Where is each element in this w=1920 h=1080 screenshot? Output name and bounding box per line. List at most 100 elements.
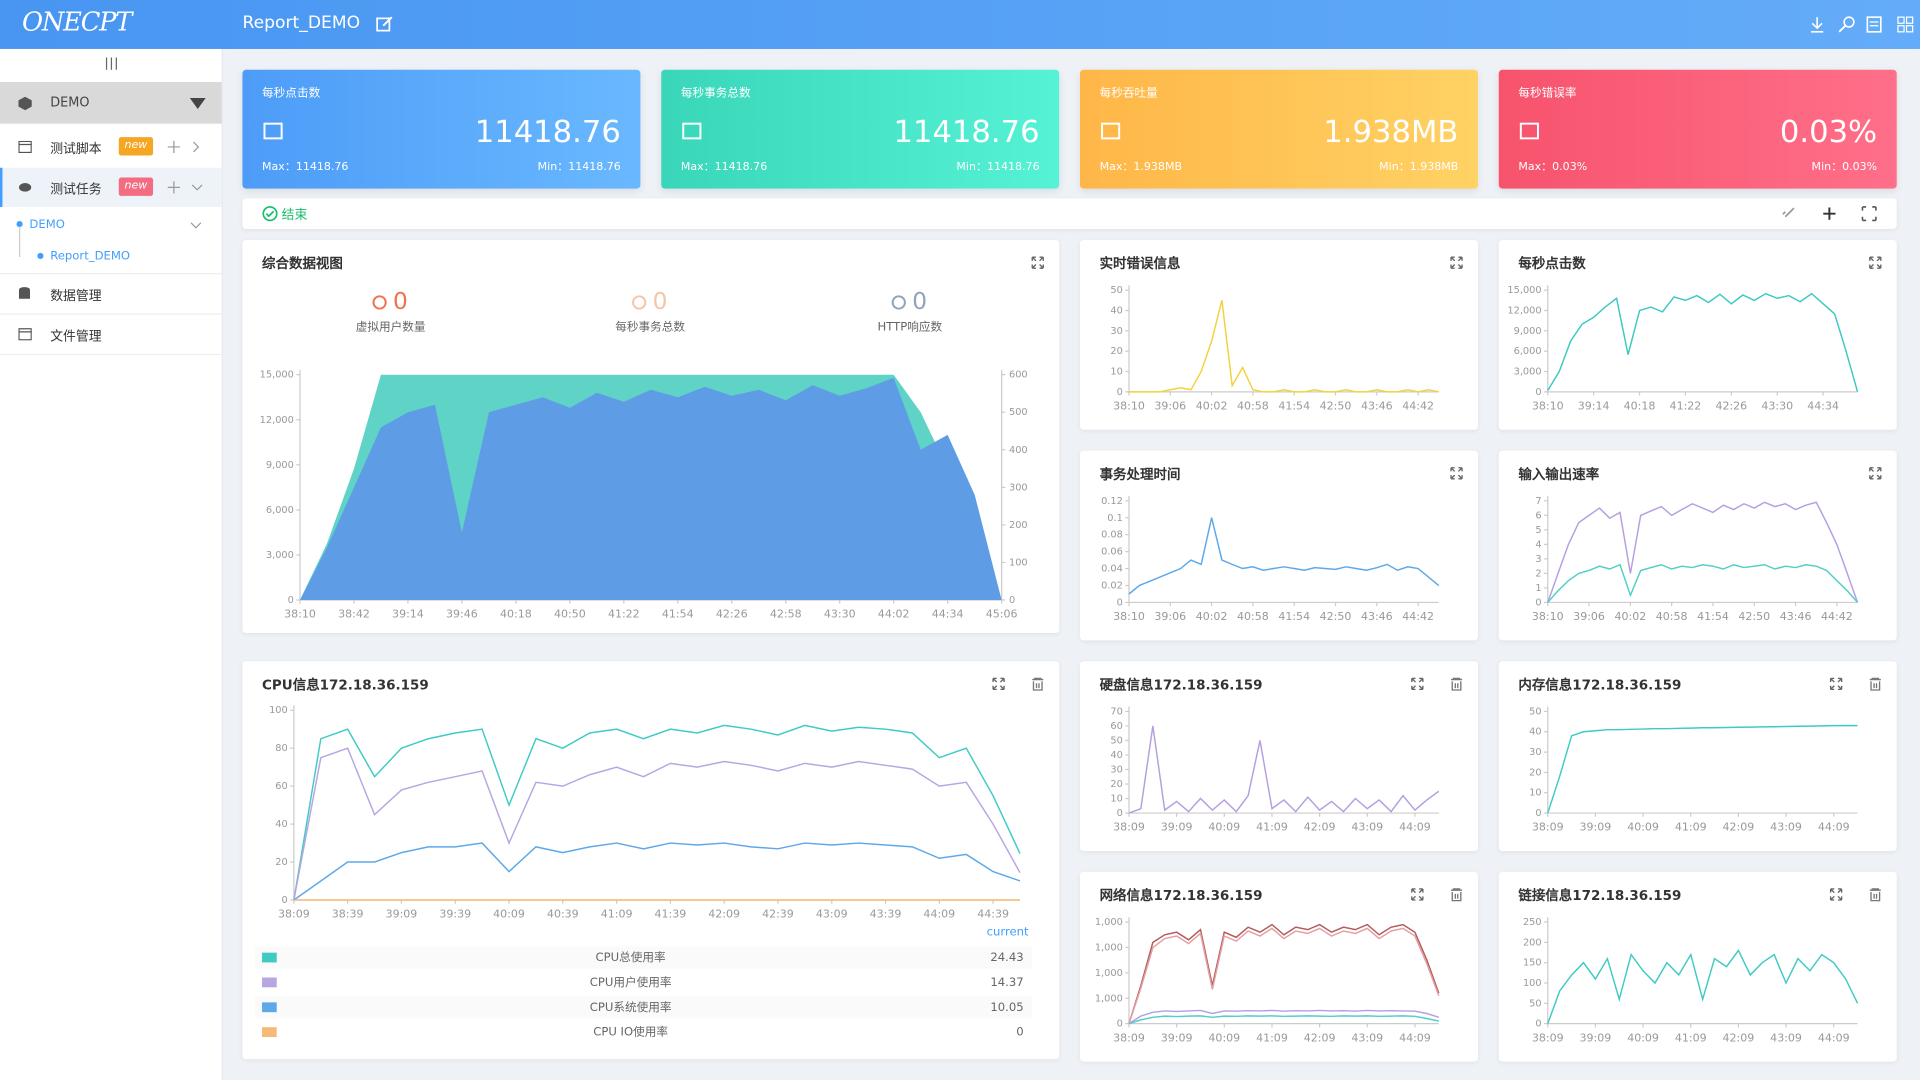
icon bbox=[18, 183, 32, 192]
menu-item-active[interactable]: 测试任务 new bbox=[0, 167, 222, 207]
x-tick-label: 40:09 bbox=[1208, 1031, 1240, 1044]
header-tools[interactable] bbox=[1809, 15, 1914, 35]
menu-item[interactable]: 数据管理 bbox=[0, 273, 222, 313]
y-tick-label: 0.1 bbox=[1107, 513, 1123, 524]
y-tick-label: 0 bbox=[288, 595, 294, 606]
panel-tools[interactable] bbox=[1450, 256, 1511, 271]
card-icon bbox=[682, 122, 702, 140]
stat-label: HTTP响应数 bbox=[877, 319, 942, 333]
card-icon bbox=[1519, 122, 1539, 140]
x-tick-label: 42:50 bbox=[1738, 610, 1770, 623]
menu-label: 测试脚本 bbox=[50, 142, 102, 157]
chart-title: 实时错误信息 bbox=[1099, 255, 1181, 272]
expand-icon bbox=[1869, 467, 1882, 480]
card-max: Max：11418.76 bbox=[680, 161, 768, 174]
x-tick-label: 41:54 bbox=[662, 608, 694, 621]
chart-panel: 0 20 40 60 80 100 38:09 38:39 39:09 39:39 40:09 40:… bbox=[242, 661, 1060, 1060]
x-tick-label: 39:09 bbox=[1580, 821, 1612, 834]
panel-tools[interactable] bbox=[1869, 256, 1920, 271]
collapse-icon[interactable] bbox=[104, 56, 119, 71]
stat-card: 每秒错误率 0.03% Max：0.03% Min：0.03% bbox=[1498, 69, 1897, 189]
x-tick-label: 45:06 bbox=[986, 608, 1018, 621]
expand-icon bbox=[1829, 888, 1843, 901]
line bbox=[1547, 292, 1859, 393]
y-tick-label: 1,000 bbox=[1095, 942, 1123, 953]
x-tick-label: 44:39 bbox=[977, 908, 1009, 921]
y-tick-label: 0 bbox=[1535, 387, 1541, 398]
legend-name: CPU总使用率 bbox=[596, 950, 667, 964]
stat-icon bbox=[632, 295, 647, 310]
panel-tools[interactable] bbox=[1869, 467, 1920, 482]
legend-value: 0 bbox=[1016, 1025, 1023, 1039]
dropdown-caret[interactable] bbox=[189, 97, 206, 109]
y-tick-label: 40 bbox=[1110, 306, 1122, 317]
x-tick-label: 42:26 bbox=[1715, 400, 1747, 413]
menu-item[interactable]: 测试脚本 new bbox=[0, 127, 222, 166]
y-tick-label: 150 bbox=[1523, 958, 1542, 969]
x-tick-label: 41:39 bbox=[655, 908, 687, 921]
x-tick-label: 40:09 bbox=[1208, 821, 1240, 834]
stat-value: 0 bbox=[653, 288, 668, 315]
menu-item[interactable]: 文件管理 bbox=[0, 313, 222, 356]
item-tools[interactable] bbox=[167, 180, 209, 195]
x-tick-label: 43:46 bbox=[1361, 610, 1393, 623]
y-tick-label: 20 bbox=[1529, 767, 1541, 778]
panel-tools[interactable] bbox=[1450, 467, 1511, 482]
chart-panel: 0 3,000 6,000 9,000 12,000 15,000 38:10 39:14 40… bbox=[1498, 240, 1897, 430]
item-tools[interactable] bbox=[167, 140, 206, 155]
status-bar: 结束 bbox=[242, 198, 1897, 229]
x-tick-label: 41:09 bbox=[601, 908, 633, 921]
card-min: Min：11418.76 bbox=[956, 161, 1040, 174]
x-tick-label: 39:09 bbox=[1580, 1031, 1612, 1044]
legend-swatch bbox=[262, 977, 277, 988]
expand-caret[interactable] bbox=[190, 220, 202, 230]
menu-label: 测试任务 bbox=[50, 182, 102, 198]
x-tick-label: 38:10 bbox=[1532, 610, 1564, 623]
edit-icon[interactable] bbox=[376, 16, 393, 33]
x-tick-label: 40:09 bbox=[1627, 1031, 1659, 1044]
panel-tools[interactable] bbox=[1411, 888, 1472, 903]
chart: 0 1,000 1,000 1,000 1,000 38:09 39:09 40:09 41:0… bbox=[1095, 917, 1440, 1044]
panel-tools[interactable] bbox=[1031, 256, 1092, 271]
y-tick-label: 12,000 bbox=[1507, 306, 1541, 317]
y-tick-label: 1 bbox=[1535, 583, 1541, 594]
y-tick-label: 1,000 bbox=[1095, 968, 1123, 979]
card-max: Max：11418.76 bbox=[262, 161, 349, 174]
x-tick-label: 39:06 bbox=[1154, 610, 1186, 623]
x-tick-label: 42:09 bbox=[1723, 1031, 1755, 1044]
y2-tick-label: 300 bbox=[1009, 482, 1028, 493]
y-tick-label: 20 bbox=[1110, 346, 1122, 357]
y-tick-label: 80 bbox=[275, 743, 287, 754]
stat-label: 每秒事务总数 bbox=[615, 319, 685, 333]
x-tick-label: 39:09 bbox=[1161, 821, 1193, 834]
x-tick-label: 43:09 bbox=[1351, 1031, 1383, 1044]
x-tick-label: 41:09 bbox=[1256, 1031, 1288, 1044]
panel-tools[interactable] bbox=[1829, 888, 1890, 903]
project-row[interactable]: DEMO bbox=[0, 82, 222, 124]
x-tick-label: 43:30 bbox=[1761, 400, 1793, 413]
logo[interactable]: ONECPT bbox=[22, 7, 132, 37]
chart: 0 50 100 150 200 250 38:09 39:09 40:09 41:09 42:09… bbox=[1523, 917, 1859, 1044]
line bbox=[1547, 563, 1859, 603]
stat-card: 每秒吞吐量 1.938MB Max：1.938MB Min：1.938MB bbox=[1080, 69, 1478, 189]
tree-node[interactable]: Report_DEMO bbox=[0, 245, 222, 269]
panel-tools[interactable] bbox=[1411, 677, 1472, 692]
chart: 0 20 40 60 80 100 38:09 38:39 39:09 39:39 40:09 40:… bbox=[254, 705, 1033, 1044]
tree-node[interactable]: DEMO bbox=[0, 213, 222, 258]
card-min: Min：0.03% bbox=[1811, 161, 1878, 174]
panel-tools[interactable] bbox=[1829, 677, 1890, 692]
chart: 0 1 2 3 4 5 6 7 38:10 39:06 40:02 40:58 41:54 42:50 43… bbox=[1532, 496, 1859, 623]
y-tick-label: 1,000 bbox=[1095, 993, 1123, 1004]
chart-panel: 0 3,000 6,000 9,000 12,000 15,000 0 100 200 300 40… bbox=[242, 240, 1060, 634]
x-tick-label: 44:42 bbox=[1402, 610, 1434, 623]
line bbox=[1547, 501, 1859, 603]
y-tick-label: 10 bbox=[1110, 367, 1122, 378]
y-tick-label: 0 bbox=[282, 895, 288, 906]
y-tick-label: 10 bbox=[1110, 794, 1122, 805]
panel-tools[interactable] bbox=[992, 677, 1053, 692]
x-tick-label: 42:26 bbox=[716, 608, 748, 621]
icon-shape bbox=[1101, 122, 1121, 140]
x-tick-label: 41:22 bbox=[1670, 400, 1702, 413]
legend-value: 24.43 bbox=[990, 950, 1023, 964]
status-tools[interactable] bbox=[1780, 206, 1878, 222]
